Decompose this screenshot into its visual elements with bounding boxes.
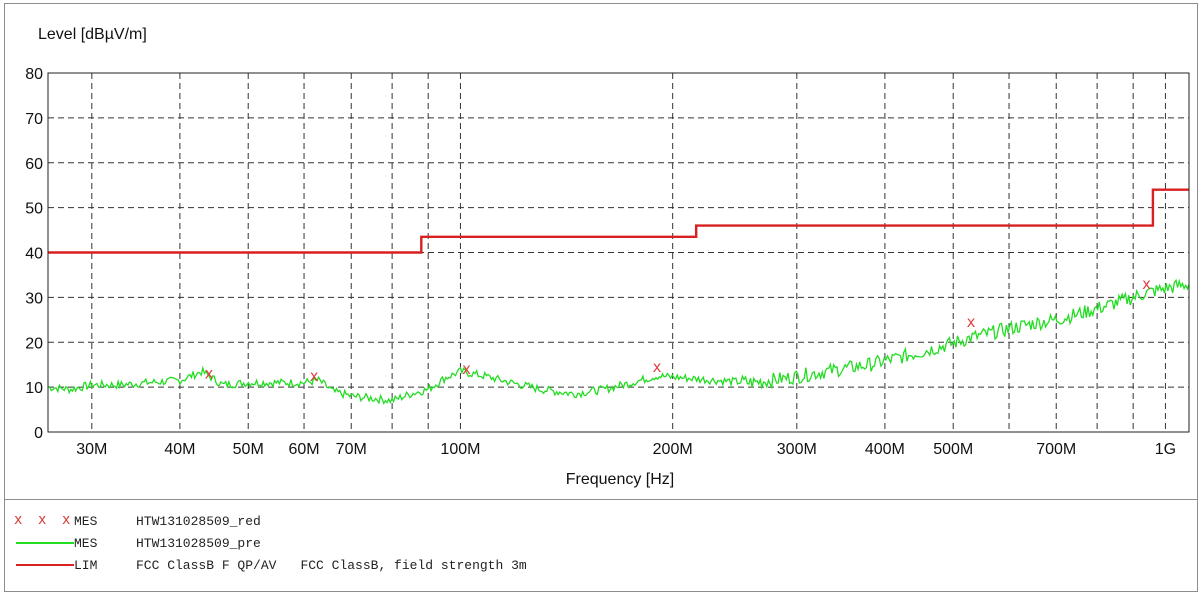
y-tick-label: 80 (25, 66, 43, 83)
y-tick-label: 20 (25, 335, 43, 352)
tick-labels: 0 10 20 30 40 50 60 70 80 30M 40M 50M 60M 70M 100M 200M… (25, 66, 1176, 458)
green-line-symbol (14, 534, 74, 552)
measurement-marker: x (462, 360, 471, 378)
y-axis-label: Level [dBµV/m] (38, 26, 147, 43)
measurement-marker: x (652, 358, 661, 376)
y-tick-label: 50 (25, 201, 43, 218)
emission-chart: Level [dBµV/m] Frequency [Hz] 0 10 20 30 40 5… (25, 26, 1190, 488)
legend-tag: LIM (74, 557, 98, 573)
measurement-marker: x (967, 313, 976, 331)
x-tick-label: 300M (777, 441, 817, 458)
y-tick-label: 0 (34, 425, 43, 442)
measurement-marker: x (205, 365, 214, 383)
y-tick-label: 10 (25, 380, 43, 397)
legend-item-limit: LIM FCC ClassB F QP/AV FCC ClassB, field… (14, 556, 527, 574)
x-tick-label: 50M (233, 441, 264, 458)
legend-text: HTW131028509_pre (136, 535, 261, 551)
x-tick-label: 200M (653, 441, 693, 458)
legend-description: FCC ClassB, field strength 3m (300, 557, 527, 573)
measurement-marker: x (310, 367, 319, 385)
x-tick-label: 500M (933, 441, 973, 458)
limit-line (48, 188, 1189, 254)
x-tick-label: 30M (76, 441, 107, 458)
x-tick-label: 60M (288, 441, 319, 458)
grid (48, 73, 1189, 432)
legend-text: HTW131028509_red (136, 513, 261, 529)
x-tick-label: 700M (1036, 441, 1076, 458)
measurement-marker: x (1142, 275, 1151, 293)
x-axis-label: Frequency [Hz] (566, 471, 674, 488)
plot-area-border (47, 72, 1190, 433)
x-tick-label: 100M (440, 441, 480, 458)
legend-tag: MES (74, 535, 98, 551)
y-tick-label: 70 (25, 111, 43, 128)
y-tick-label: 60 (25, 156, 43, 173)
x-tick-label: 1G (1155, 441, 1176, 458)
x-tick-label: 70M (336, 441, 367, 458)
y-tick-label: 30 (25, 290, 43, 307)
x-tick-label: 400M (865, 441, 905, 458)
x-tick-label: 40M (164, 441, 195, 458)
series: x x x x x x (48, 188, 1189, 405)
red-line-symbol (14, 556, 74, 574)
legend-item-pre: MES HTW131028509_pre (14, 534, 261, 552)
series-line-pre (48, 278, 1189, 405)
legend-text: FCC ClassB F QP/AV (136, 557, 277, 573)
y-tick-label: 40 (25, 246, 43, 263)
legend-tag: MES (74, 513, 98, 529)
